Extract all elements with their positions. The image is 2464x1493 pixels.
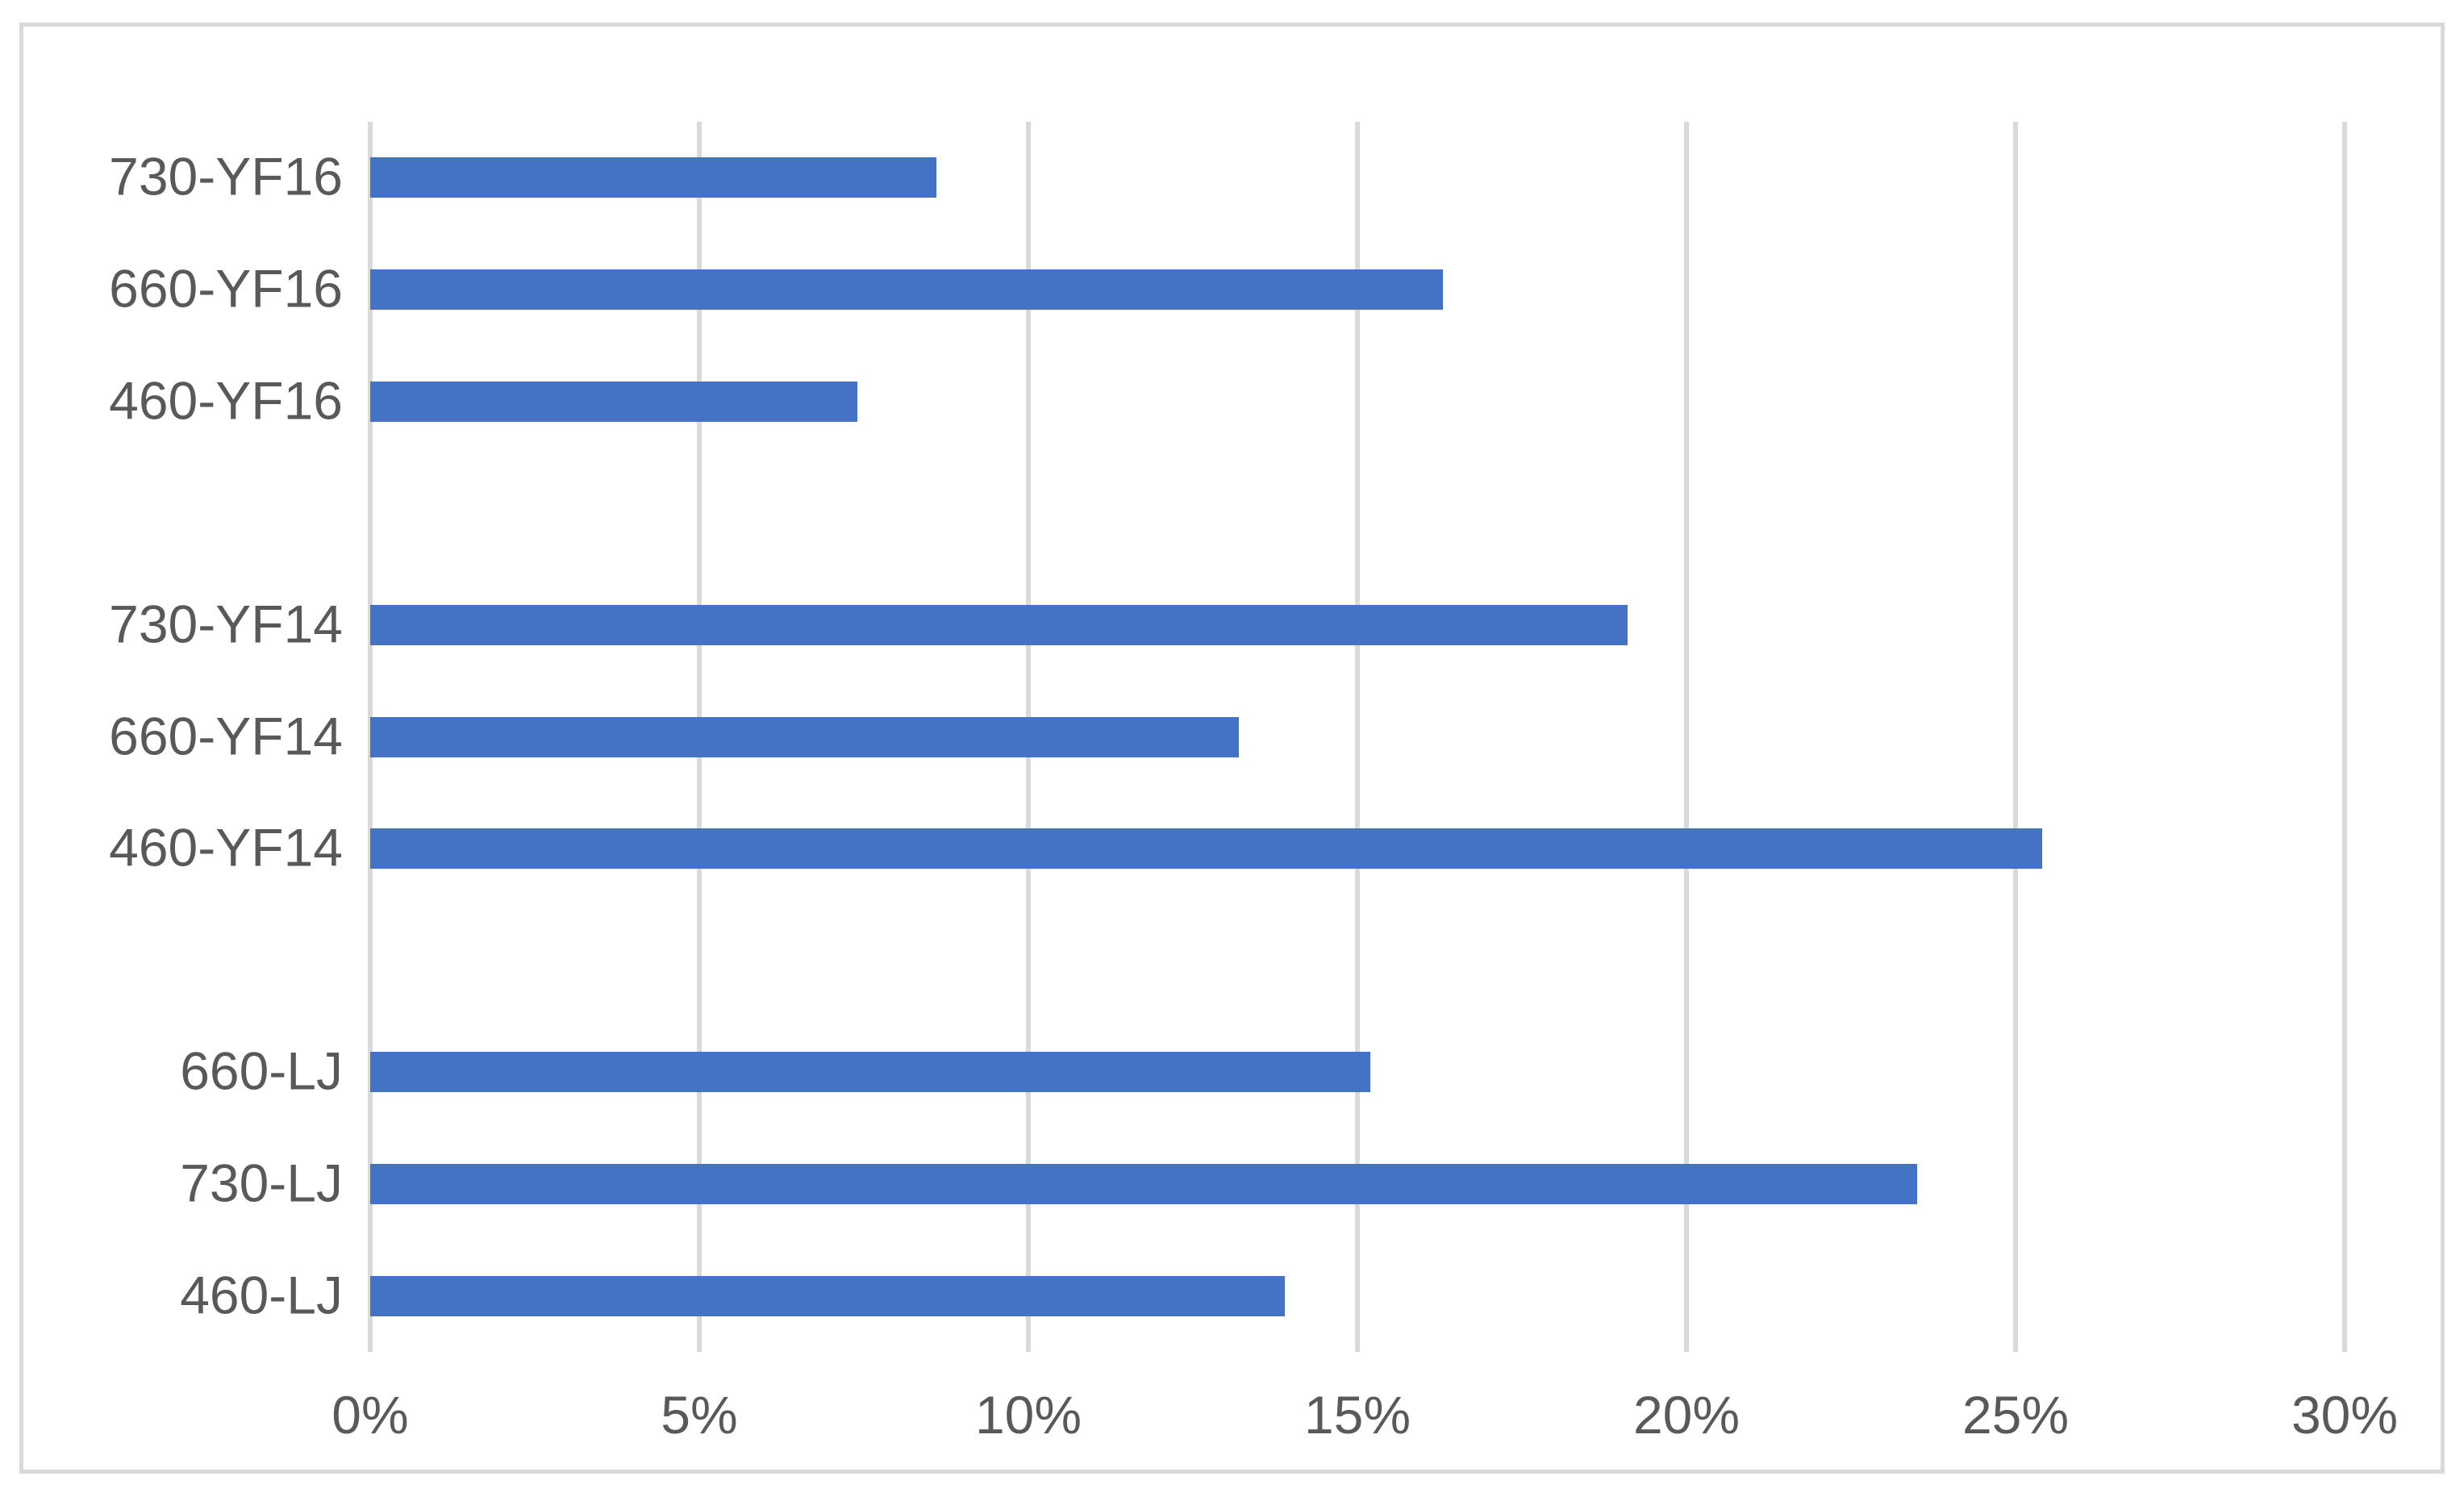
bar-row: 730-YF14 bbox=[109, 569, 2345, 682]
x-tick-label: 30% bbox=[2291, 1385, 2399, 1445]
x-tick-label: 5% bbox=[661, 1385, 738, 1445]
category-label: 730-YF16 bbox=[109, 146, 343, 206]
bar bbox=[370, 604, 1628, 645]
x-tick-label: 15% bbox=[1303, 1385, 1411, 1445]
category-label: 660-LJ bbox=[180, 1041, 343, 1102]
category-label: 460-YF16 bbox=[109, 370, 343, 431]
bar-row: 460-YF14 bbox=[109, 793, 2345, 905]
category-label: 730-YF14 bbox=[109, 594, 343, 654]
plot-area: 730-YF16 660-YF16 460-YF16 730-YF14 660-… bbox=[109, 122, 2347, 1352]
category-label: 660-YF16 bbox=[109, 258, 343, 319]
x-tick-label: 10% bbox=[974, 1385, 1082, 1445]
bar-row: 460-YF16 bbox=[109, 345, 2345, 457]
bar-row: 730-YF16 bbox=[109, 122, 2345, 234]
bar-rows-container: 730-YF16 660-YF16 460-YF16 730-YF14 660-… bbox=[109, 122, 2345, 1352]
x-tick-label: 0% bbox=[331, 1385, 409, 1445]
gridline bbox=[1684, 122, 1689, 1352]
bar bbox=[370, 716, 1240, 757]
x-tick-label: 25% bbox=[1962, 1385, 2070, 1445]
bar bbox=[370, 828, 2042, 870]
bar bbox=[370, 1052, 1371, 1093]
bar bbox=[370, 157, 936, 198]
bar-row bbox=[370, 457, 2345, 569]
category-label: 460-LJ bbox=[180, 1265, 343, 1325]
category-label: 460-YF14 bbox=[109, 817, 343, 878]
x-tick-label: 20% bbox=[1632, 1385, 1741, 1445]
x-axis: 0% 5% 10% 15% 20% 25% 30% bbox=[331, 1385, 2398, 1461]
bar-row: 460-LJ bbox=[180, 1240, 2345, 1352]
bar-row: 660-YF14 bbox=[109, 681, 2345, 793]
bar bbox=[370, 1164, 1917, 1205]
gridline bbox=[1355, 122, 1360, 1352]
bar-row: 730-LJ bbox=[180, 1128, 2345, 1241]
chart-frame: 730-YF16 660-YF16 460-YF16 730-YF14 660-… bbox=[19, 23, 2445, 1474]
bar bbox=[370, 1275, 1286, 1316]
category-label: 660-YF14 bbox=[109, 706, 343, 766]
bar bbox=[370, 269, 1444, 310]
category-label: 730-LJ bbox=[180, 1153, 343, 1213]
gridline bbox=[2342, 122, 2347, 1352]
gridline bbox=[2013, 122, 2018, 1352]
bar bbox=[370, 381, 857, 422]
bar-row bbox=[370, 904, 2345, 1016]
bar-row: 660-LJ bbox=[180, 1016, 2345, 1128]
bar-row: 660-YF16 bbox=[109, 234, 2345, 346]
